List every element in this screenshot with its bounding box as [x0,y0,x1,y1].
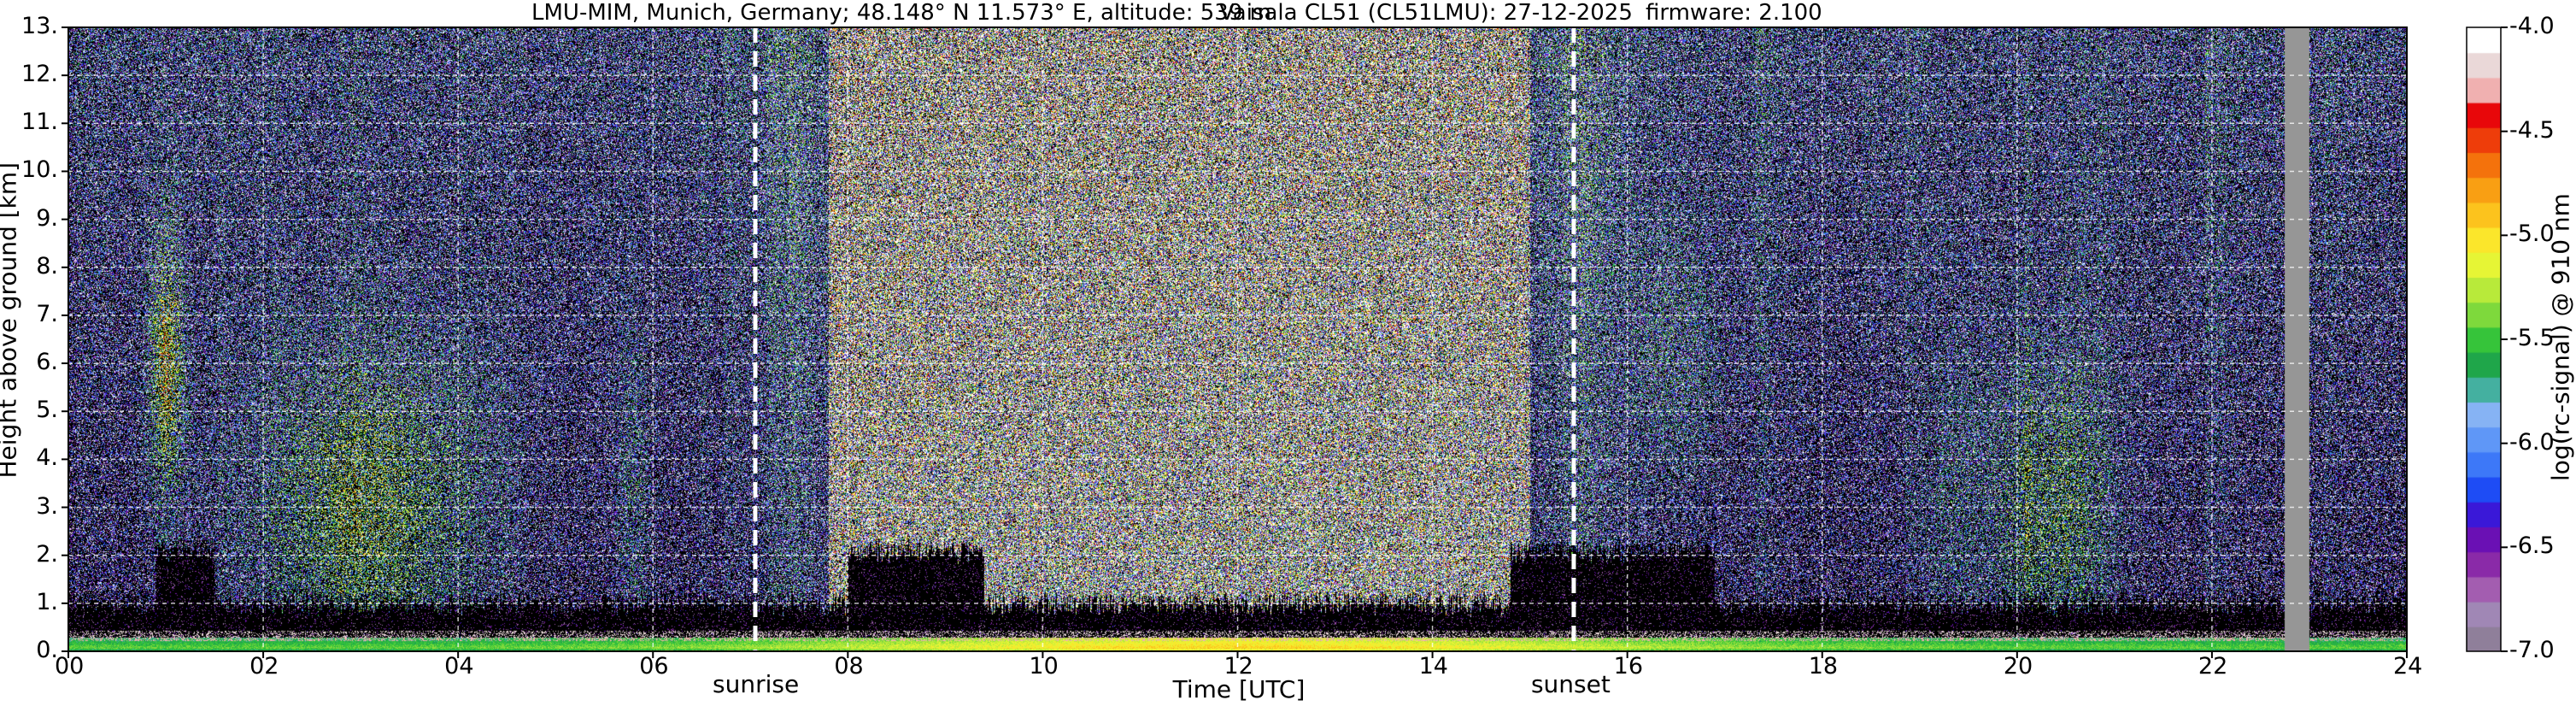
x-tick-label: 22 [2198,653,2228,680]
event-markers [753,27,1576,651]
y-tick-label: 2. [36,540,58,568]
colorbar-tick-label: -4.0 [2509,13,2555,39]
x-tick-label: 08 [834,653,864,680]
x-tick-label: 06 [639,653,669,680]
y-tick-label: 1. [36,588,58,615]
chart-title-instrument: Vaisala CL51 (CL51LMU): 27-12-2025 [1219,0,1633,26]
y-tick-label: 8. [36,252,58,279]
y-tick-label: 13. [21,13,58,39]
colorbar-tick-label: -5.5 [2509,325,2555,351]
tick-marks [62,26,2508,658]
x-tick-label: 20 [2003,653,2033,680]
x-tick-label: 02 [249,653,279,680]
x-axis-label: Time [UTC] [1172,675,1306,703]
x-tick-label: 00 [55,653,85,680]
y-tick-label: 10. [21,156,58,184]
x-tick-label: 10 [1029,653,1059,680]
chart-title-site: LMU-MIM, Munich, Germany; 48.148° N 11.5… [531,0,1271,26]
grid-lines [68,27,2407,651]
y-tick-label: 6. [36,349,58,376]
y-tick-label: 12. [21,61,58,88]
y-tick-label: 7. [36,300,58,327]
colorbar-tick-label: -6.5 [2509,532,2555,560]
chart-title-firmware: firmware: 2.100 [1646,0,1822,26]
y-tick-label: 9. [36,204,58,232]
colorbar-tick-label: -6.0 [2509,428,2555,456]
y-tick-label: 5. [36,397,58,424]
colorbar-tick-label: -5.0 [2509,221,2555,248]
colorbar-tick-label: -4.5 [2509,116,2555,144]
colorbar [2467,27,2501,651]
y-tick-label: 3. [36,492,58,520]
x-tick-label: 04 [444,653,474,680]
x-tick-label: 24 [2393,653,2423,680]
y-axis-label: Height above ground [km] [0,162,22,479]
x-tick-label: 14 [1418,653,1448,680]
x-tick-label: 12 [1223,653,1253,680]
x-tick-label: 16 [1613,653,1644,680]
y-tick-label: 11. [21,109,58,136]
y-tick-label: 4. [36,444,58,472]
y-tick-label: 0. [36,637,58,663]
colorbar-tick-label: -7.0 [2509,637,2555,663]
colorbar-label: log(rc-signal) @ 910 nm [2546,193,2575,481]
sunrise-label: sunrise [712,670,800,698]
x-tick-label: 18 [1808,653,1839,680]
colorbar-frame [2466,26,2502,652]
sunset-label: sunset [1530,670,1611,698]
